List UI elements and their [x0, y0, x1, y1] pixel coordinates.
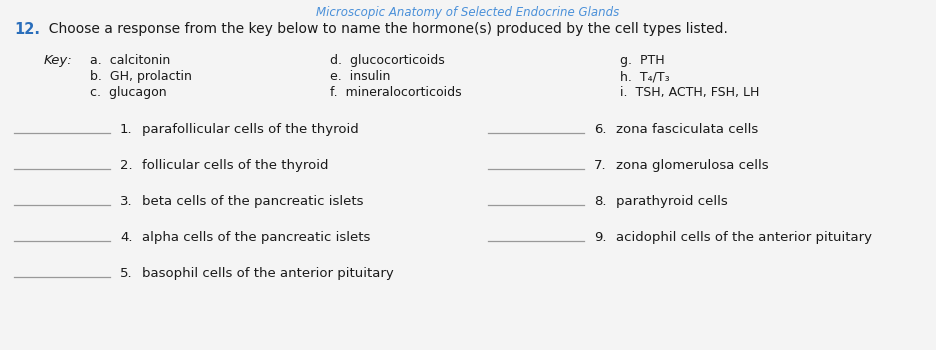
Text: parathyroid cells: parathyroid cells — [616, 195, 728, 208]
Text: a.  calcitonin: a. calcitonin — [90, 54, 170, 67]
Text: 2.: 2. — [120, 159, 133, 172]
Text: 12.: 12. — [14, 22, 40, 37]
Text: b.  GH, prolactin: b. GH, prolactin — [90, 70, 192, 83]
Text: 6.: 6. — [594, 123, 607, 136]
Text: acidophil cells of the anterior pituitary: acidophil cells of the anterior pituitar… — [616, 231, 872, 244]
Text: 4.: 4. — [120, 231, 133, 244]
Text: beta cells of the pancreatic islets: beta cells of the pancreatic islets — [142, 195, 363, 208]
Text: f.  mineralocorticoids: f. mineralocorticoids — [330, 86, 461, 99]
Text: zona glomerulosa cells: zona glomerulosa cells — [616, 159, 768, 172]
Text: 7.: 7. — [594, 159, 607, 172]
Text: e.  insulin: e. insulin — [330, 70, 390, 83]
Text: Key:: Key: — [44, 54, 73, 67]
Text: i.  TSH, ACTH, FSH, LH: i. TSH, ACTH, FSH, LH — [620, 86, 759, 99]
Text: parafollicular cells of the thyroid: parafollicular cells of the thyroid — [142, 123, 358, 136]
Text: zona fasciculata cells: zona fasciculata cells — [616, 123, 758, 136]
Text: basophil cells of the anterior pituitary: basophil cells of the anterior pituitary — [142, 267, 394, 280]
Text: d.  glucocorticoids: d. glucocorticoids — [330, 54, 445, 67]
Text: Microscopic Anatomy of Selected Endocrine Glands: Microscopic Anatomy of Selected Endocrin… — [316, 6, 620, 19]
Text: g.  PTH: g. PTH — [620, 54, 665, 67]
Text: alpha cells of the pancreatic islets: alpha cells of the pancreatic islets — [142, 231, 371, 244]
Text: 3.: 3. — [120, 195, 133, 208]
Text: h.  T₄/T₃: h. T₄/T₃ — [620, 70, 669, 83]
Text: 1.: 1. — [120, 123, 133, 136]
Text: c.  glucagon: c. glucagon — [90, 86, 167, 99]
Text: 5.: 5. — [120, 267, 133, 280]
Text: 9.: 9. — [594, 231, 607, 244]
Text: 8.: 8. — [594, 195, 607, 208]
Text: Choose a response from the key below to name the hormone(s) produced by the cell: Choose a response from the key below to … — [40, 22, 728, 36]
Text: follicular cells of the thyroid: follicular cells of the thyroid — [142, 159, 329, 172]
